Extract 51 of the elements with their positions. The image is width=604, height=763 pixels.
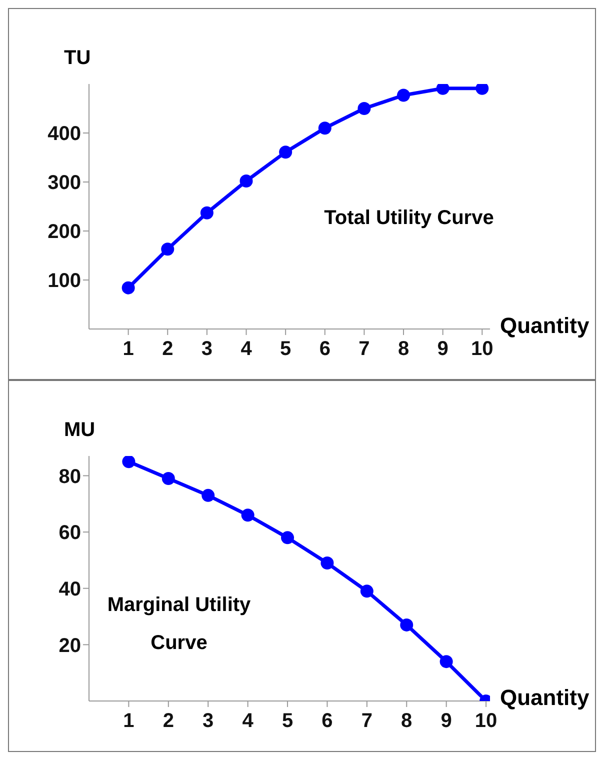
x-tick-label: 3 bbox=[201, 338, 213, 360]
point bbox=[360, 584, 374, 598]
y-tick-label: 300 bbox=[48, 172, 81, 194]
x-tick-label: 2 bbox=[162, 338, 174, 360]
x-tick-label: 7 bbox=[361, 710, 372, 732]
x-tick-label: 6 bbox=[319, 338, 330, 360]
x-tick-label: 4 bbox=[242, 710, 254, 732]
point bbox=[241, 508, 254, 522]
x-axis-title: Quantity bbox=[500, 685, 590, 711]
y-tick-label: 40 bbox=[58, 578, 81, 600]
point bbox=[400, 618, 414, 632]
point bbox=[122, 456, 136, 468]
point bbox=[397, 88, 410, 102]
x-tick-label: 3 bbox=[202, 710, 214, 732]
point bbox=[161, 242, 174, 256]
x-tick-label: 7 bbox=[358, 338, 370, 360]
x-tick-label: 5 bbox=[282, 710, 294, 732]
y-tick-label: 400 bbox=[48, 123, 81, 146]
x-tick-label: 10 bbox=[471, 338, 494, 360]
point bbox=[320, 556, 334, 570]
x-tick-label: 2 bbox=[162, 710, 174, 732]
point bbox=[240, 174, 253, 188]
point bbox=[281, 531, 294, 544]
x-tick-label: 6 bbox=[322, 710, 333, 732]
y-tick-label: 20 bbox=[58, 634, 81, 657]
x-tick-label: 8 bbox=[398, 338, 410, 360]
x-tick-label: 9 bbox=[437, 338, 448, 360]
point bbox=[279, 146, 292, 159]
y-tick-label: 80 bbox=[58, 466, 81, 488]
y-tick-label: 60 bbox=[58, 522, 81, 544]
point bbox=[440, 655, 453, 668]
x-tick-label: 8 bbox=[401, 710, 412, 732]
point bbox=[200, 206, 214, 220]
x-tick-label: 9 bbox=[440, 710, 452, 732]
y-axis-title: TU bbox=[64, 47, 91, 70]
point bbox=[162, 472, 175, 486]
x-tick-label: 10 bbox=[474, 710, 498, 732]
point bbox=[202, 488, 215, 502]
annotation: Marginal Utility Curve bbox=[107, 594, 251, 654]
y-tick-label: 100 bbox=[48, 270, 81, 292]
x-axis-title: Quantity bbox=[500, 313, 590, 339]
x-tick-label: 5 bbox=[280, 338, 292, 360]
point bbox=[122, 281, 135, 294]
annotation: Total Utility Curve bbox=[323, 206, 495, 231]
x-tick-label: 4 bbox=[240, 338, 253, 360]
point bbox=[358, 102, 371, 115]
y-tick-label: 200 bbox=[48, 221, 81, 244]
point bbox=[318, 122, 332, 135]
x-tick-label: 1 bbox=[123, 710, 134, 732]
y-axis-title: MU bbox=[64, 419, 96, 442]
x-tick-label: 1 bbox=[122, 338, 134, 360]
